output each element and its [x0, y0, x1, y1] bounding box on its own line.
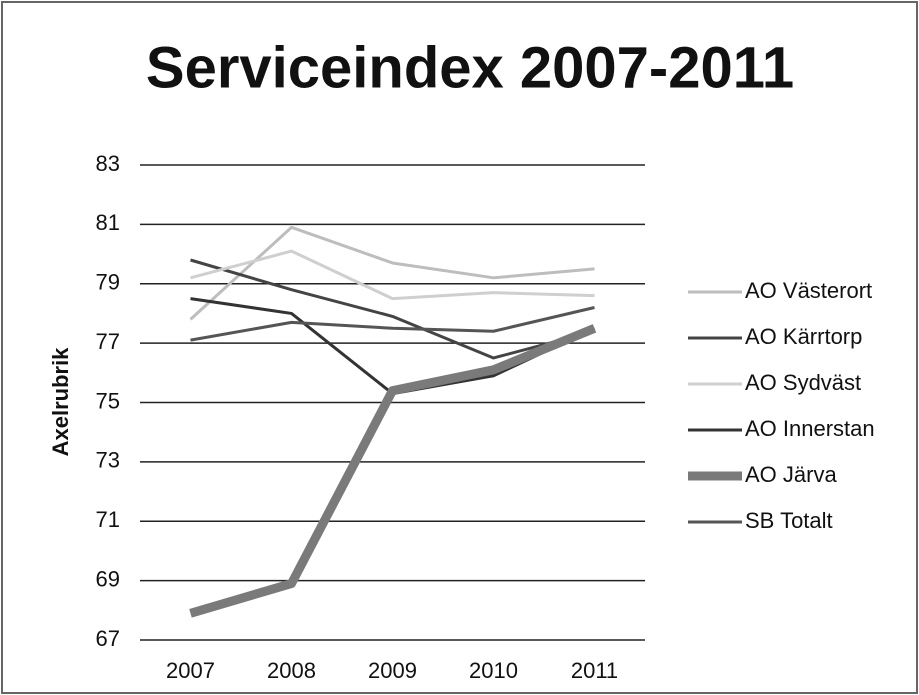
series-line	[189, 225, 595, 321]
series-line	[190, 249, 595, 301]
y-tick-label: 81	[96, 210, 120, 235]
y-tick-label: 83	[96, 151, 120, 176]
x-tick-label: 2008	[267, 658, 316, 683]
legend-label: AO Innerstan	[745, 416, 875, 441]
x-tick-label: 2007	[166, 658, 215, 683]
legend-label: SB Totalt	[745, 508, 833, 533]
legend-label: AO Kärrtorp	[745, 324, 862, 349]
series-line	[190, 258, 595, 360]
legend-label: AO Sydväst	[745, 370, 861, 395]
legend-label: AO Västerort	[745, 278, 872, 303]
y-tick-label: 67	[96, 626, 120, 651]
chart-title: Serviceindex 2007-2011	[146, 35, 794, 100]
y-tick-label: 77	[96, 329, 120, 354]
x-tick-label: 2011	[571, 658, 618, 683]
y-axis-label: Axelrubrik	[48, 347, 73, 457]
y-tick-label: 75	[96, 388, 120, 413]
y-tick-label: 73	[96, 448, 120, 473]
series-line	[190, 306, 595, 342]
y-tick-label: 79	[96, 270, 120, 295]
y-tick-label: 71	[96, 507, 120, 532]
y-tick-label: 69	[96, 566, 120, 591]
legend-label: AO Järva	[745, 462, 837, 487]
series-line	[189, 324, 597, 618]
x-tick-label: 2009	[368, 658, 417, 683]
x-tick-label: 2010	[469, 658, 518, 683]
